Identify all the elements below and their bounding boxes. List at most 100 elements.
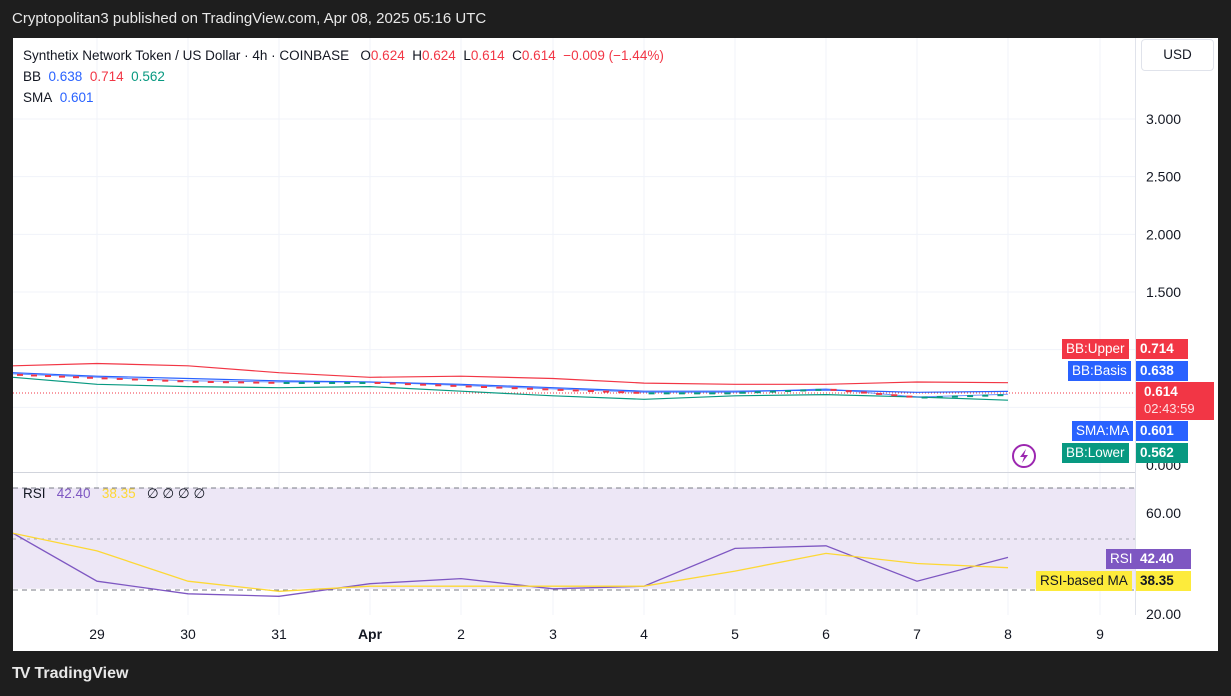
time-axis: 29 30 31 Apr 2 3 4 5 6 7 8 9 <box>89 626 1104 642</box>
bb-legend-row[interactable]: BB 0.638 0.714 0.562 <box>23 66 664 87</box>
time-axis-label: 5 <box>731 626 739 642</box>
candle <box>177 380 184 383</box>
candle <box>876 392 883 395</box>
series-line-close <box>13 373 1009 398</box>
candle <box>527 387 533 390</box>
candle <box>31 374 37 377</box>
series-line-bb-upper <box>13 362 1009 385</box>
change-value: −0.009 (−1.44%) <box>563 48 664 63</box>
candle <box>268 381 275 384</box>
candle <box>678 392 685 395</box>
candle <box>648 392 655 395</box>
candle <box>344 381 351 384</box>
candle <box>162 379 169 382</box>
time-axis-label: 8 <box>1004 626 1012 642</box>
rsi-ma-tag-name: RSI-based MA <box>1036 571 1132 591</box>
high-value: 0.624 <box>422 48 456 63</box>
candle <box>724 392 731 395</box>
sma-legend-row[interactable]: SMA 0.601 <box>23 87 664 108</box>
candle <box>557 388 564 391</box>
candle <box>465 385 472 388</box>
time-axis-label: 4 <box>640 626 648 642</box>
rsi-axis: 60.00 20.00 <box>1146 505 1181 622</box>
low-value: 0.614 <box>470 48 505 63</box>
candle <box>496 386 503 389</box>
candle <box>800 389 807 392</box>
price-axis-border <box>1135 38 1136 615</box>
last-price-value: 0.614 <box>1144 384 1178 399</box>
candle <box>116 377 123 380</box>
rsi-axis-tick: 60.00 <box>1146 505 1181 521</box>
candle <box>921 396 928 399</box>
candle <box>572 389 579 392</box>
sma-tag-value: 0.601 <box>1136 421 1188 441</box>
footer: TV TradingView <box>0 651 1231 696</box>
rsi-tag-name: RSI <box>1106 549 1137 569</box>
candle <box>769 390 776 393</box>
candle <box>238 381 245 384</box>
candles <box>17 373 1004 399</box>
candle <box>389 382 396 385</box>
bb-basis-tag-name: BB:Basis <box>1068 361 1131 381</box>
bb-lower-value: 0.562 <box>131 69 165 84</box>
candle <box>87 376 93 379</box>
bb-lower-tag-name: BB:Lower <box>1062 443 1129 463</box>
candle <box>891 394 898 397</box>
candle <box>192 380 199 383</box>
candle <box>542 388 549 391</box>
rsi-series <box>13 532 1009 597</box>
series-line-rsi <box>13 532 1009 597</box>
rsi-tag-value: 42.40 <box>1136 549 1191 569</box>
low-label: L <box>463 48 471 63</box>
candle <box>754 391 761 394</box>
candle <box>283 381 290 384</box>
candle <box>17 373 23 376</box>
series-line-bb-basis <box>13 372 1009 393</box>
candle <box>663 392 670 395</box>
publisher-header: Cryptopolitan3 published on TradingView.… <box>12 10 487 27</box>
candle <box>936 396 943 399</box>
currency-button[interactable]: USD <box>1141 39 1214 71</box>
candle <box>845 390 852 393</box>
pane-separator <box>13 472 1135 473</box>
candle <box>739 391 746 394</box>
candle <box>73 376 79 379</box>
chart-panel[interactable]: 3.000 2.500 2.000 1.500 0.000 60.00 20.00 29 3… <box>13 38 1218 651</box>
bb-upper-tag-value: 0.714 <box>1136 339 1188 359</box>
price-axis-tick: 3.000 <box>1146 111 1181 127</box>
candle <box>709 392 716 395</box>
symbol-title[interactable]: Synthetix Network Token / US Dollar · 4h… <box>23 48 350 63</box>
rsi-ma-tag-value: 38.35 <box>1136 571 1191 591</box>
candle <box>359 381 366 384</box>
candle <box>982 394 989 397</box>
candle <box>131 378 138 381</box>
candle <box>860 391 867 394</box>
rsi-legend[interactable]: RSI 42.40 38.35 ∅ ∅ ∅ ∅ <box>23 486 205 502</box>
rsi-ma-value: 38.35 <box>101 486 136 501</box>
tradingview-logo[interactable]: TV TradingView <box>12 665 128 683</box>
tradingview-icon: TV <box>12 665 31 682</box>
price-axis-tick: 1.500 <box>1146 284 1181 300</box>
candle <box>967 395 974 398</box>
candle <box>618 391 625 394</box>
candle <box>404 383 411 386</box>
close-label: C <box>512 48 522 63</box>
candle <box>207 380 214 383</box>
candle <box>830 388 837 391</box>
candle <box>997 394 1004 397</box>
price-axis-tick: 2.000 <box>1146 226 1181 242</box>
candle <box>951 395 958 398</box>
candle <box>253 381 260 384</box>
candle <box>420 383 427 386</box>
candle <box>101 377 108 380</box>
candle <box>329 381 336 384</box>
open-label: O <box>360 48 371 63</box>
chart-legend: Synthetix Network Token / US Dollar · 4h… <box>23 45 664 108</box>
sma-label: SMA <box>23 90 53 105</box>
time-axis-label: 2 <box>457 626 465 642</box>
time-axis-label: 31 <box>271 626 287 642</box>
price-axis-tick: 2.500 <box>1146 169 1181 185</box>
candle <box>222 381 229 384</box>
candle <box>450 384 457 387</box>
